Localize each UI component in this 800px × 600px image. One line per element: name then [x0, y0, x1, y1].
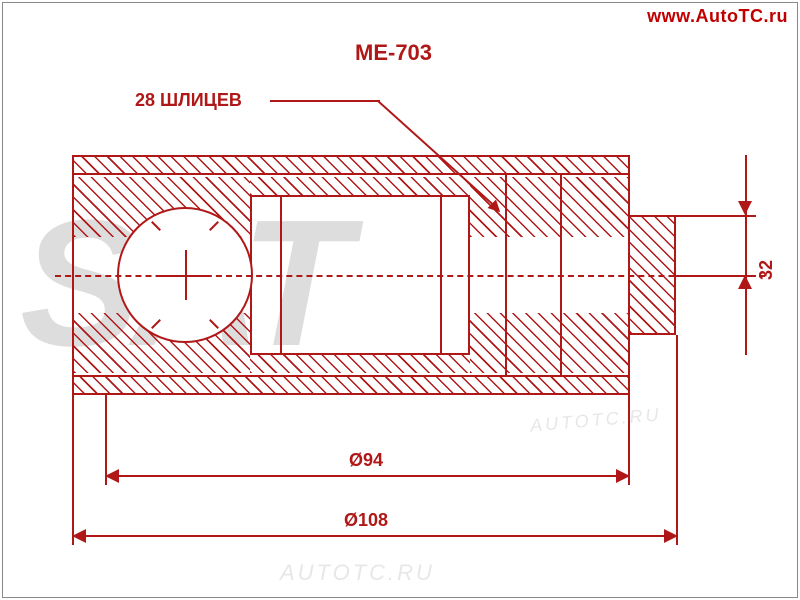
dim-108-text: Ø108 — [340, 510, 392, 531]
part-number-title: ME-703 — [355, 40, 432, 66]
hatch-mid-top — [250, 177, 470, 195]
dim-32-line — [745, 155, 747, 355]
step-connect-top — [628, 175, 630, 217]
hatch-mid-bot — [250, 355, 470, 373]
hatch-right-bot — [470, 313, 628, 373]
dim-108-arrow-r — [664, 529, 678, 543]
ext-108-right — [676, 335, 678, 545]
centerline-main — [55, 275, 765, 277]
dim-32-text: 32 — [756, 260, 777, 280]
body-sep-right2 — [560, 175, 562, 375]
body-sep-right — [505, 175, 507, 375]
source-url: www.AutoTC.ru — [647, 6, 788, 27]
hatch-top-strip — [72, 155, 630, 175]
spline-label: 28 ШЛИЦЕВ — [135, 90, 242, 111]
ext-108-left — [72, 395, 74, 545]
dim-94-arrow-r — [616, 469, 630, 483]
dim-108-arrow-l — [72, 529, 86, 543]
dim-94-line — [105, 475, 630, 477]
ext-32-top — [676, 215, 756, 217]
step-connect-bot — [628, 333, 630, 375]
spline-leader-1 — [270, 100, 380, 102]
dim-94-arrow-l — [105, 469, 119, 483]
hatch-right-top — [470, 177, 628, 237]
hatch-bottom-strip — [72, 375, 630, 395]
dim-32-arrow-t — [738, 201, 752, 215]
dim-32-arrow-b — [738, 275, 752, 289]
dim-94-text: Ø94 — [345, 450, 387, 471]
dim-108-line — [72, 535, 678, 537]
